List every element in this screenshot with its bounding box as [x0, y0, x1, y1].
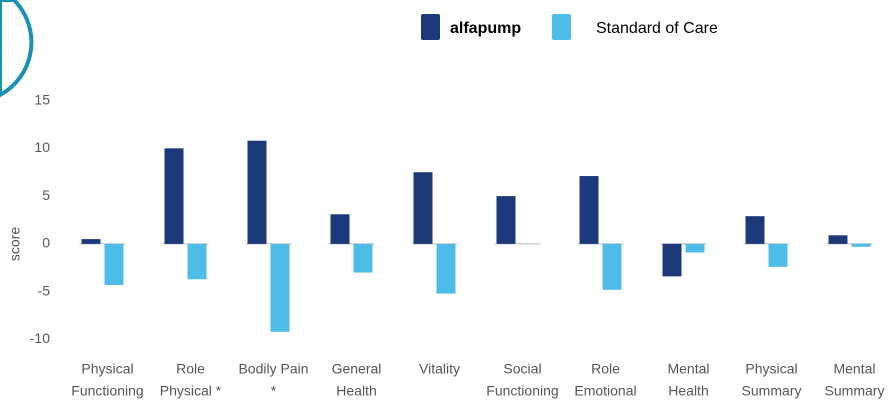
y-tick-label: 10	[34, 139, 50, 155]
bar	[828, 235, 848, 244]
legend-swatch	[421, 14, 440, 40]
bar	[768, 243, 788, 267]
x-tick-label: Physical	[745, 361, 797, 377]
bar	[579, 176, 599, 244]
y-tick-label: 0	[42, 235, 50, 251]
x-tick-label: Functioning	[71, 383, 143, 399]
x-tick-label: Mental	[667, 361, 709, 377]
x-tick-label: *	[271, 383, 277, 399]
bar	[496, 196, 516, 244]
y-axis-title: score	[7, 227, 23, 261]
x-tick-label: Summary	[825, 383, 885, 399]
bar	[104, 243, 124, 285]
x-tick-label: Summary	[742, 383, 802, 399]
bar	[270, 243, 290, 332]
x-tick-label: Role	[591, 361, 620, 377]
x-tick-label: Health	[336, 383, 376, 399]
legend-label: alfapump	[450, 20, 521, 37]
y-tick-label: 5	[42, 187, 50, 203]
bar	[745, 216, 765, 244]
bar	[353, 243, 373, 273]
bar	[81, 239, 101, 244]
y-tick-label: 15	[34, 91, 50, 107]
bar	[685, 243, 705, 253]
y-tick-label: -10	[30, 330, 50, 346]
x-tick-label: Bodily Pain	[238, 361, 308, 377]
legend-swatch	[552, 14, 571, 40]
decor-arc	[0, 0, 34, 98]
x-tick-label: Vitality	[419, 361, 460, 377]
bar	[851, 243, 871, 247]
bar	[662, 243, 682, 277]
bar	[247, 140, 267, 244]
y-tick-label: -5	[38, 282, 51, 298]
legend-label: Standard of Care	[596, 20, 718, 37]
x-tick-label: Health	[668, 383, 708, 399]
x-tick-label: Role	[176, 361, 205, 377]
x-tick-label: Physical	[81, 361, 133, 377]
bar	[602, 243, 622, 290]
bar	[436, 243, 456, 294]
x-tick-label: Emotional	[574, 383, 636, 399]
bar	[164, 148, 184, 244]
x-tick-label: Functioning	[486, 383, 558, 399]
x-tick-label: Mental	[833, 361, 875, 377]
bar	[413, 172, 433, 244]
bar	[330, 214, 350, 244]
x-tick-label: Physical *	[160, 383, 222, 399]
bar	[187, 243, 207, 280]
x-tick-label: Social	[503, 361, 541, 377]
x-tick-label: General	[332, 361, 382, 377]
